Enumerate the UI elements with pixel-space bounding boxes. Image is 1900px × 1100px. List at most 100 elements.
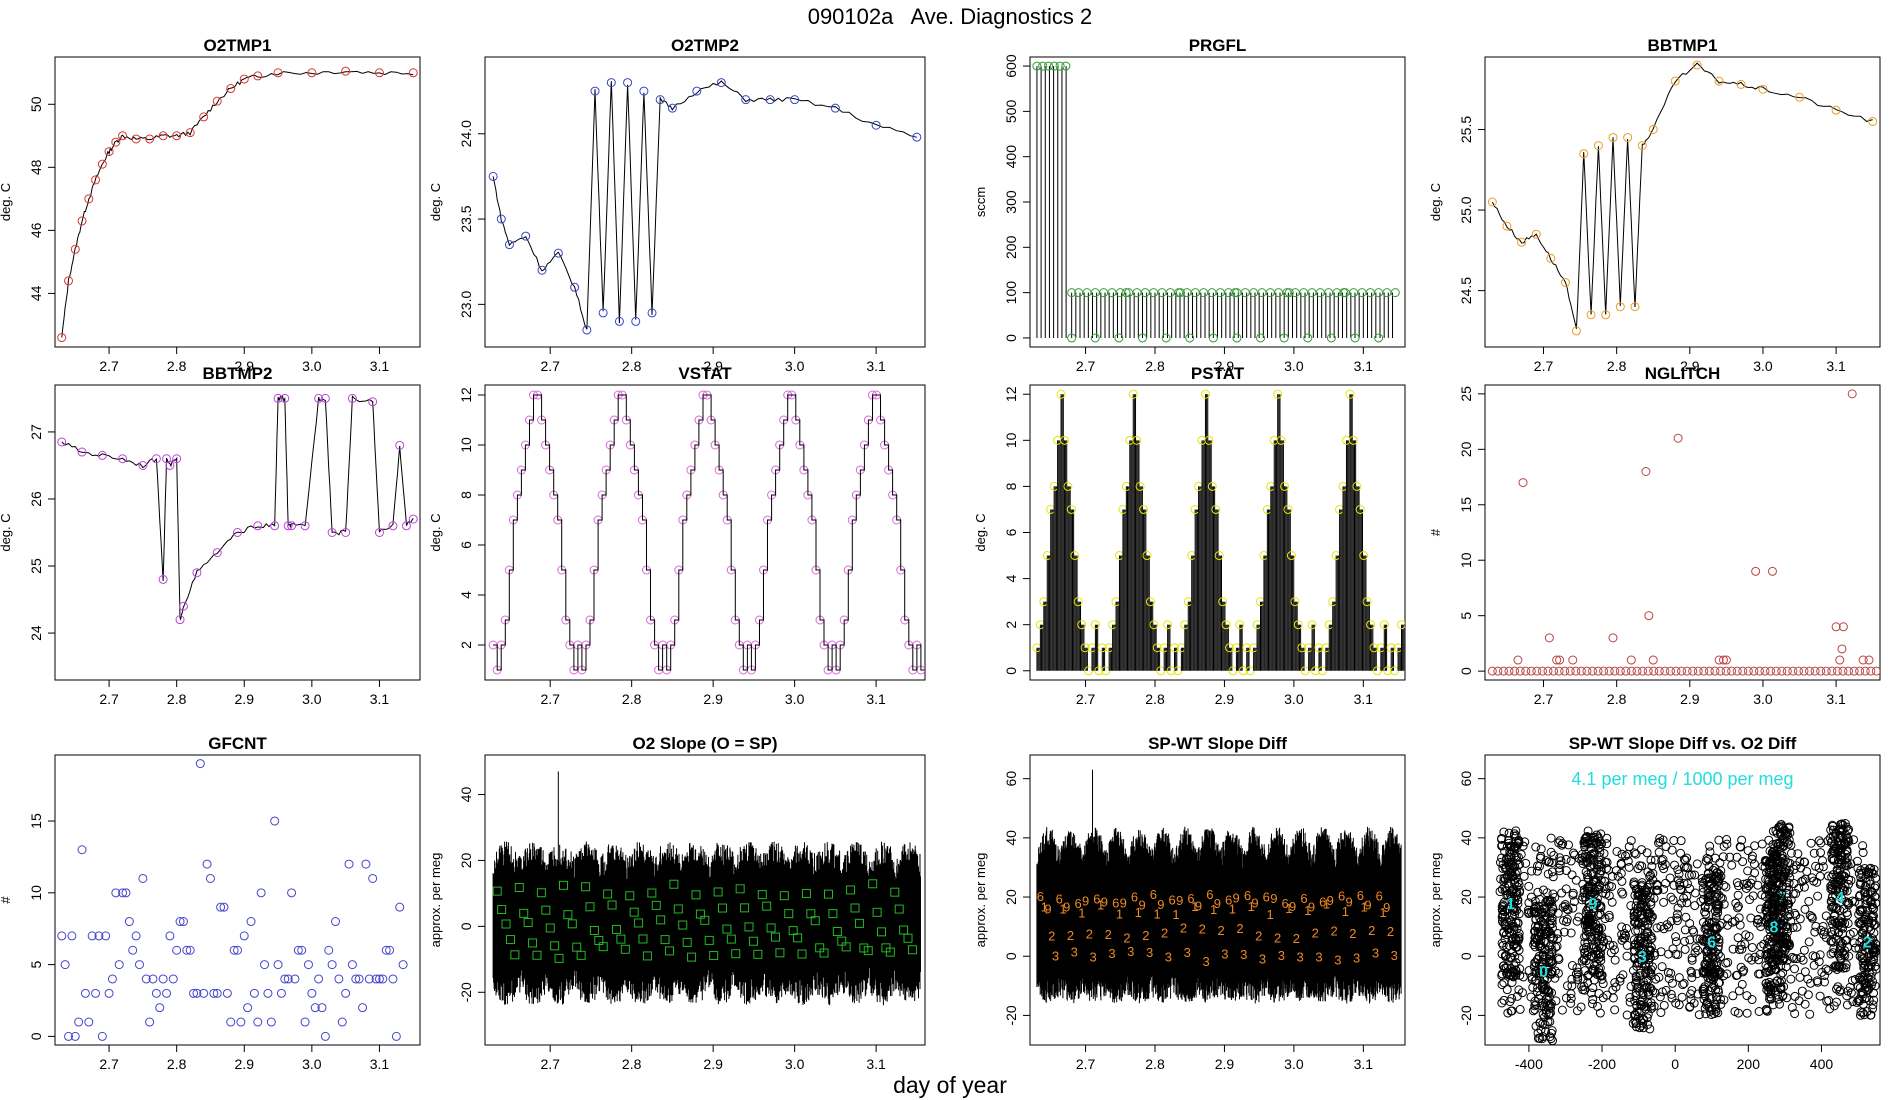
- data-point: [1765, 925, 1775, 935]
- data-point: [1640, 1001, 1650, 1011]
- data-point: [1194, 481, 1204, 491]
- data-point: [1693, 989, 1703, 999]
- data-point: [1783, 830, 1793, 840]
- data-point: [1659, 924, 1669, 934]
- data-point: [1659, 897, 1669, 907]
- data-point: [1665, 666, 1675, 676]
- data-point: [1858, 655, 1868, 665]
- data-point: [1775, 906, 1785, 916]
- x-tick-label: 2.7: [540, 358, 560, 374]
- data-point: [1508, 967, 1518, 977]
- data-point: [1841, 869, 1851, 879]
- data-label: 2: [1123, 930, 1130, 945]
- data-point: [1612, 846, 1622, 856]
- data-point: [1742, 1008, 1752, 1018]
- data-point: [1084, 666, 1094, 676]
- data-point: [1495, 887, 1505, 897]
- data-point: [1783, 839, 1793, 849]
- data-label: 1: [1191, 899, 1198, 914]
- panel-bbtmp2: BBTMP2 deg. C 2.7 2.8 2.9 3.0 3.1 24 25 26 27: [0, 364, 421, 707]
- data-point: [398, 960, 408, 970]
- data-point: [1773, 912, 1783, 922]
- data-label: 3: [1334, 953, 1341, 968]
- data-point: [1701, 909, 1711, 919]
- data-point: [1791, 861, 1801, 871]
- data-point: [1846, 988, 1856, 998]
- data-label: 9: [1233, 890, 1240, 905]
- data-point: [1515, 1004, 1525, 1014]
- y-tick-label: 25.5: [1458, 116, 1474, 143]
- data-point: [151, 988, 161, 998]
- y-axis-label: deg. C: [0, 183, 13, 221]
- data-layer: [1487, 389, 1880, 676]
- data-label: 1: [1078, 906, 1085, 921]
- data-label: 2: [1349, 926, 1356, 941]
- data-point: [1699, 666, 1709, 676]
- data-label: 2: [1105, 927, 1112, 942]
- series-line: [61, 70, 414, 338]
- data-point: [1559, 927, 1569, 937]
- data-point: [1601, 310, 1611, 320]
- data-point: [1634, 943, 1644, 953]
- data-point: [1713, 985, 1723, 995]
- y-tick-label: 60: [1458, 771, 1474, 787]
- data-point: [1714, 890, 1724, 900]
- data-point: [1607, 882, 1617, 892]
- data-point: [1835, 655, 1845, 665]
- data-point: [1546, 999, 1556, 1009]
- data-point: [1681, 912, 1691, 922]
- data-point: [1661, 985, 1671, 995]
- data-point: [1805, 1009, 1815, 1019]
- data-point: [1497, 912, 1507, 922]
- x-tick-label: 2.7: [99, 691, 119, 707]
- data-point: [1568, 890, 1578, 900]
- data-point: [625, 891, 635, 901]
- x-tick-label: 2.9: [1680, 358, 1700, 374]
- data-point: [1831, 881, 1841, 891]
- data-point: [1269, 435, 1279, 445]
- data-point: [1786, 848, 1796, 858]
- data-point: [1815, 991, 1825, 1001]
- data-point: [1544, 986, 1554, 996]
- data-point: [1716, 994, 1726, 1004]
- data-point: [1512, 942, 1522, 952]
- data-label: 9: [1270, 891, 1277, 906]
- data-point: [1713, 881, 1723, 891]
- y-axis-label: approx. per meg: [428, 853, 443, 948]
- data-point: [1530, 1001, 1540, 1011]
- data-point: [1777, 872, 1787, 882]
- data-point: [256, 888, 266, 898]
- data-point: [1842, 991, 1852, 1001]
- x-tick-label: 3.1: [1354, 691, 1374, 707]
- data-point: [1805, 666, 1815, 676]
- data-point: [1745, 895, 1755, 905]
- data-point: [1747, 851, 1757, 861]
- data-point: [1546, 929, 1556, 939]
- data-layer: [488, 78, 922, 335]
- y-tick-label: 23.0: [458, 291, 474, 318]
- data-point: [395, 440, 405, 450]
- data-point: [1864, 967, 1874, 977]
- data-point: [1643, 1009, 1653, 1019]
- data-point: [1645, 983, 1655, 993]
- data-point: [1638, 1018, 1648, 1028]
- data-point: [1547, 957, 1557, 967]
- data-point: [1646, 912, 1656, 922]
- cluster-label: 6: [1707, 934, 1716, 951]
- data-point: [378, 974, 388, 984]
- data-point: [1744, 953, 1754, 963]
- data-point: [1819, 927, 1829, 937]
- data-point: [1132, 435, 1142, 445]
- data-point: [1844, 666, 1854, 676]
- data-point: [1593, 910, 1603, 920]
- data-point: [1589, 832, 1599, 842]
- data-point: [1784, 885, 1794, 895]
- data-point: [1836, 985, 1846, 995]
- data-point: [1379, 620, 1389, 630]
- data-point: [1591, 923, 1601, 933]
- data-point: [385, 945, 395, 955]
- data-point: [1799, 666, 1809, 676]
- data-point: [744, 922, 754, 932]
- data-point: [1321, 643, 1331, 653]
- data-point: [1497, 998, 1507, 1008]
